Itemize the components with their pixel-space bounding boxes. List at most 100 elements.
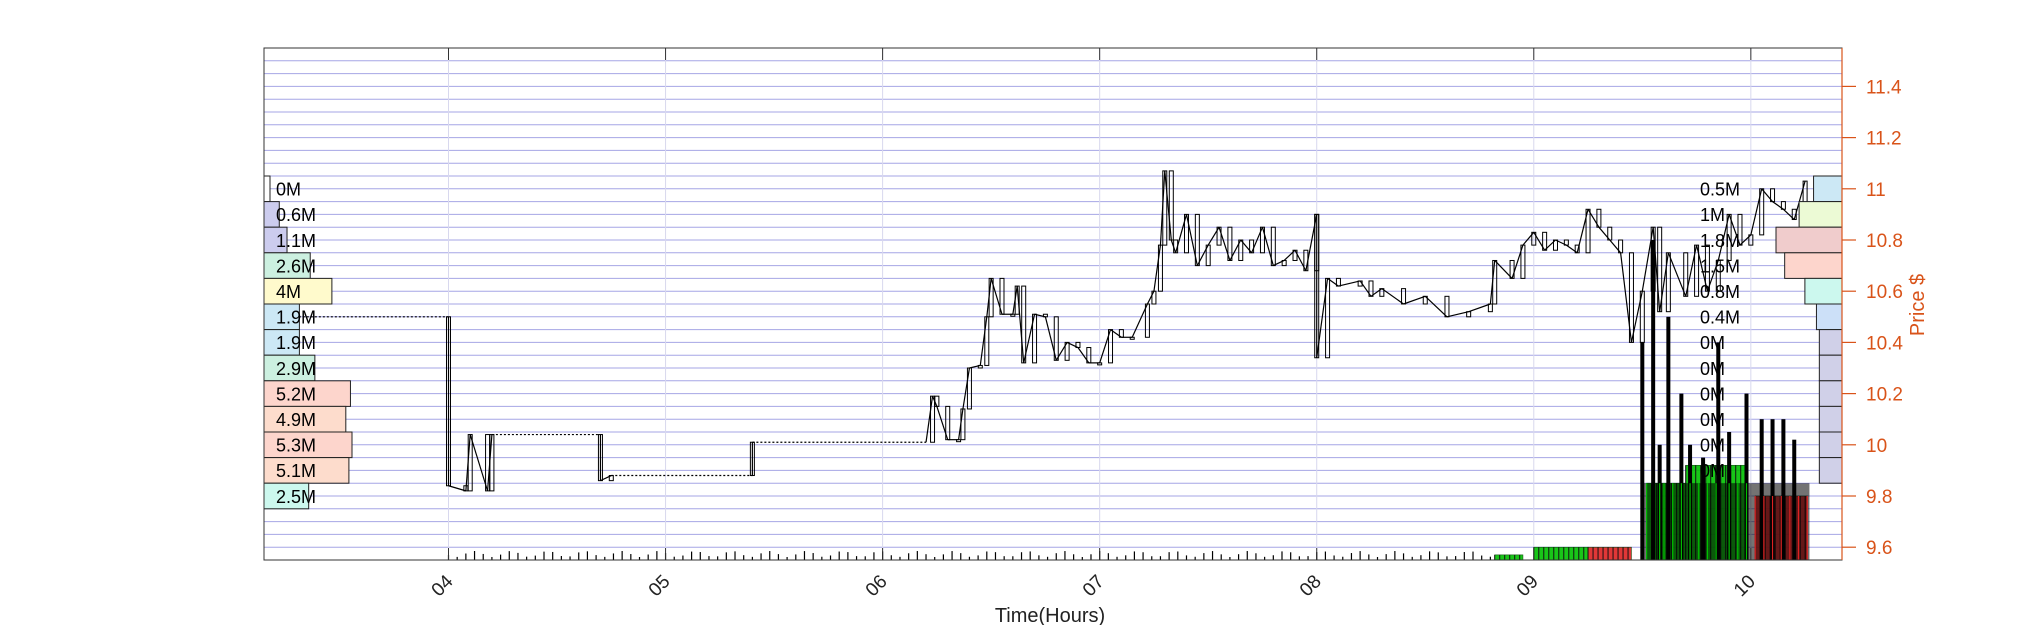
price-segment [1652, 227, 1661, 312]
right-profile-label: 1M [1700, 205, 1725, 225]
candle-body [1042, 313, 1048, 318]
price-segment [925, 396, 934, 443]
candle-body [977, 364, 983, 369]
right-profile-label: 0.5M [1700, 180, 1740, 200]
right-profile-bar [1818, 354, 1843, 382]
price-segment [1667, 252, 1687, 297]
left-profile-label: 0M [276, 180, 301, 200]
price-segment [1131, 303, 1148, 338]
right-profile-label: 0M [1700, 333, 1725, 353]
x-axis-ticks: 04 05 06 07 08 09 10 [428, 48, 1760, 601]
left-profile-bar [263, 329, 300, 356]
y-tick-label: 11.2 [1866, 129, 1902, 150]
price-segment [1381, 288, 1404, 305]
candle-body [1487, 303, 1493, 313]
left-profile-label: 5.2M [276, 384, 316, 404]
left-volume-profile: 0M 0.6M 1.1M 2.6M 4M 1.9M 1.9M 2.9M 5.2M 4.9M 5.3M… [263, 175, 353, 510]
price-segment [1016, 286, 1025, 363]
price-segment [469, 434, 489, 492]
y-tick-label: 10.2 [1866, 385, 1903, 406]
right-profile-label: 1.5M [1700, 256, 1740, 276]
left-profile-label: 1.9M [276, 333, 316, 353]
volume-area [1533, 546, 1589, 561]
price-segment [1146, 290, 1155, 305]
volume-spike [1651, 240, 1656, 560]
volume-spike [1640, 342, 1645, 560]
candle-body [960, 408, 966, 441]
grid-layer [264, 47, 1842, 561]
price-segment [962, 367, 971, 410]
right-profile-bar [1818, 431, 1843, 459]
right-profile-bar [1784, 252, 1843, 279]
left-profile-label: 5.1M [276, 461, 316, 481]
volume-spike [1666, 316, 1671, 560]
right-profile-label: 0M [1700, 384, 1725, 404]
x-tick-label: 10 [1730, 571, 1760, 601]
volume-layer [447, 240, 1810, 561]
axes [263, 47, 1843, 561]
candle-body [467, 434, 473, 492]
candle-body [1509, 259, 1515, 279]
price-segment [979, 316, 988, 366]
y-tick-label: 11.4 [1866, 77, 1902, 98]
left-profile-label: 5.3M [276, 436, 316, 456]
price-series [274, 170, 1808, 492]
left-profile-bar [263, 380, 351, 407]
right-profile-bar [1818, 405, 1843, 433]
right-profile-label: 1.8M [1700, 231, 1740, 251]
price-segment [448, 485, 467, 492]
price-segment [1446, 311, 1469, 318]
candle-body [1129, 336, 1135, 340]
price-segment [1468, 303, 1491, 313]
right-profile-label: 0.4M [1700, 308, 1740, 328]
x-axis-label: Time(Hours) [995, 605, 1105, 625]
candle-body [1444, 295, 1450, 318]
price-segment [1164, 170, 1172, 241]
x-tick-label: 04 [428, 571, 458, 601]
left-profile-label: 1.9M [276, 308, 316, 328]
left-profile-bar [263, 277, 333, 305]
left-profile-bar [263, 405, 347, 433]
candle-body [1144, 303, 1150, 338]
volume-spike [1679, 393, 1684, 560]
price-segment [1424, 295, 1448, 318]
volume-area [1494, 554, 1524, 561]
x-tick-label: 05 [645, 571, 675, 601]
y-tick-label: 10.4 [1866, 333, 1903, 354]
right-profile-label: 0M [1700, 359, 1725, 379]
price-segment [1338, 280, 1361, 287]
y-axis-ticks: 9.6 9.8 10 10.2 10.4 10.6 10.8 11 11.2 11.4 [1842, 77, 1903, 559]
candle-body [1492, 259, 1498, 305]
right-profile-bar [1804, 277, 1843, 305]
y-tick-label: 10.6 [1866, 282, 1903, 303]
right-profile-bar [1798, 201, 1843, 228]
left-profile-bar [263, 303, 300, 331]
y-tick-label: 9.6 [1866, 538, 1892, 559]
right-profile-bar [1815, 303, 1843, 331]
y-tick-label: 9.8 [1866, 487, 1892, 508]
left-profile-label: 2.9M [276, 359, 316, 379]
right-profile-label: 0M [1700, 436, 1725, 456]
right-profile-bar [1818, 329, 1843, 356]
volume-area [1587, 546, 1632, 561]
right-profile-label: 0M [1700, 410, 1725, 430]
left-profile-label: 4.9M [276, 410, 316, 430]
right-profile-bar [1813, 175, 1843, 203]
right-profile-label: 0M [1700, 461, 1725, 481]
x-tick-label: 08 [1296, 571, 1326, 601]
price-segment [1494, 260, 1513, 279]
right-profile-label: 0.8M [1700, 282, 1740, 302]
candle-body [485, 434, 491, 492]
left-profile-label: 2.5M [276, 487, 316, 507]
volume-block [1642, 483, 1810, 560]
y-axis-label: Price $ [1907, 274, 1929, 336]
left-profile-label: 0.6M [276, 205, 316, 225]
left-profile-label: 2.6M [276, 256, 316, 276]
volume-spike [1744, 393, 1749, 560]
price-segment [1659, 252, 1669, 312]
volume-spike [1716, 342, 1721, 560]
right-profile-bar [1818, 457, 1843, 484]
y-tick-label: 10 [1866, 436, 1887, 457]
candle-body [956, 439, 962, 443]
